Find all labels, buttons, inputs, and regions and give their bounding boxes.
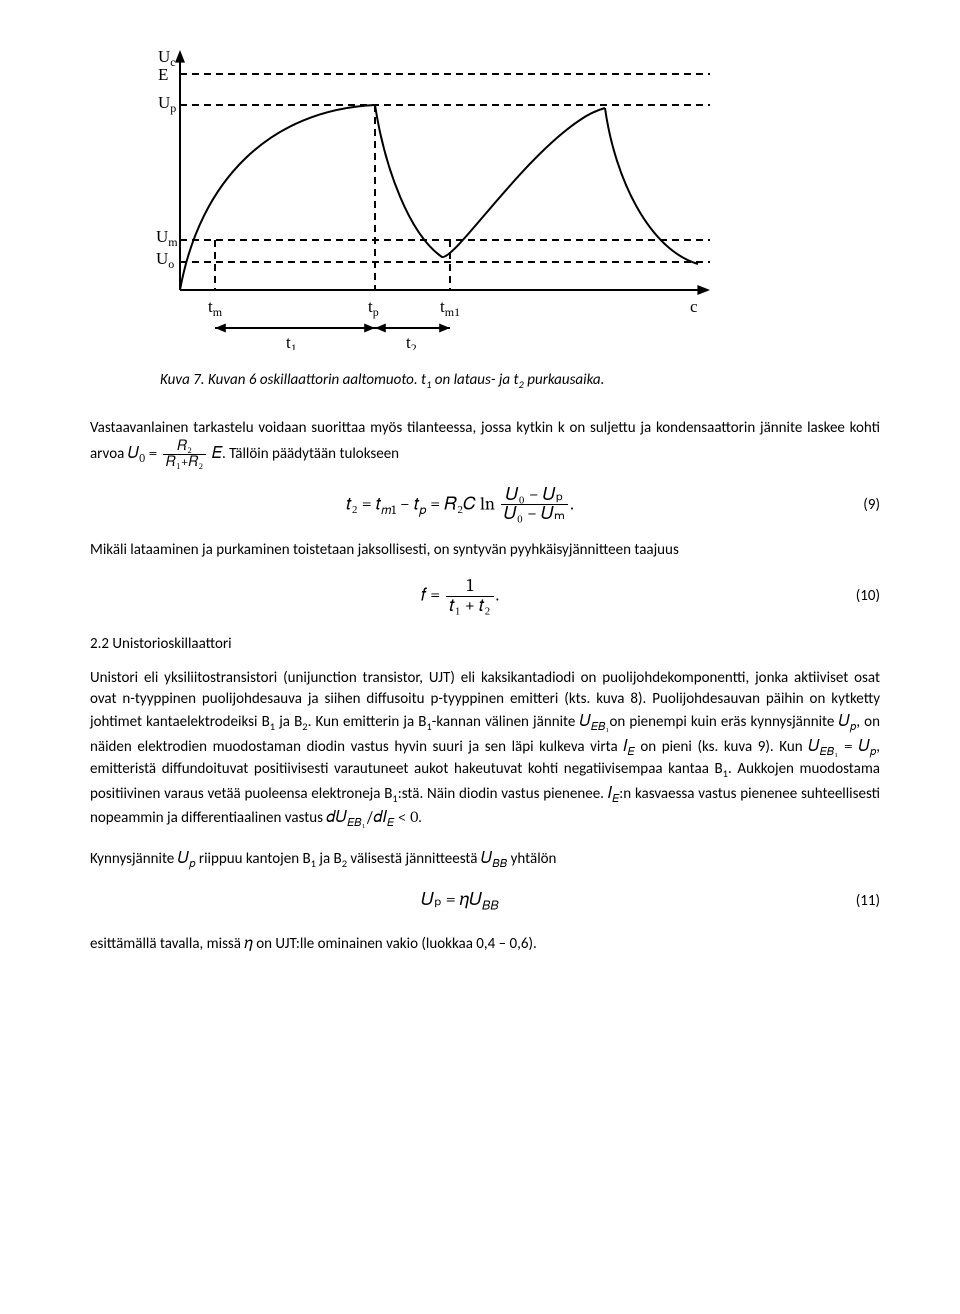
- eq9-body: 𝑡₂ = 𝑡𝑚1 − 𝑡𝑝 = 𝑅₂𝐶 ln 𝑈₀ − 𝑈ₚ𝑈₀ − 𝑈ₘ.: [90, 486, 830, 525]
- p3-UEB: 𝑈𝐸𝐵₁: [579, 712, 609, 730]
- p4-c: ja B: [316, 850, 342, 868]
- p4-b: riippuu kantojen B: [195, 850, 310, 868]
- p3-dU-sym: 𝑑𝑈: [326, 808, 347, 826]
- p4-a: Kynnysjännite: [90, 850, 178, 868]
- p4-d: välisestä jännitteestä: [347, 850, 481, 868]
- p4-Up-sym: 𝑈: [178, 849, 190, 867]
- eq10-lhs: 𝑓 =: [421, 585, 445, 606]
- p4-UBB: 𝑈𝐵𝐵: [481, 849, 507, 867]
- eq10-frac-den: 𝑡₁ + 𝑡₂: [446, 597, 493, 616]
- p3-UEB2-sym: 𝑈: [808, 737, 820, 755]
- eq11-number: (11): [830, 891, 880, 912]
- p3-UEB2-sub: 𝐸𝐵₁: [820, 745, 838, 758]
- svg-text:Up: Up: [158, 93, 176, 115]
- p3-g: on pieni (ks. kuva 9). Kun: [635, 738, 808, 756]
- p3-IE2: 𝐼𝐸: [608, 784, 620, 802]
- p4-e: yhtälön: [507, 850, 556, 868]
- eq10-dot: .: [496, 585, 500, 606]
- p3-b: ja B: [275, 713, 302, 731]
- p1-U0-sym: 𝑈: [128, 444, 140, 462]
- figure-7: UcEUpUmUotmtptm1ct1t2: [90, 50, 880, 350]
- paragraph-5: esittämällä tavalla, missä 𝜂 on UJT:lle …: [90, 932, 880, 955]
- eq10-frac: 1𝑡₁ + 𝑡₂: [446, 577, 493, 616]
- eq11-sub: 𝐵𝐵: [482, 899, 499, 913]
- svg-text:Um: Um: [156, 227, 178, 249]
- eq11-main: 𝑈ₚ = 𝜂𝑈: [421, 889, 482, 910]
- paragraph-4: Kynnysjännite 𝑈𝑝 riippuu kantojen B1 ja …: [90, 847, 880, 872]
- eq10-body: 𝑓 = 1𝑡₁ + 𝑡₂.: [90, 577, 830, 616]
- p3-UEB-sym: 𝑈: [579, 712, 591, 730]
- p1-U0: 𝑈0 = 𝑅₂𝑅₁+𝑅₂ 𝐸: [128, 444, 222, 462]
- figure-7-caption: Kuva 7. Kuvan 6 oskillaattorin aaltomuot…: [160, 370, 880, 392]
- caption-text-c: purkausaika.: [524, 371, 605, 389]
- p3-IE-sub: 𝐸: [628, 745, 635, 758]
- eq9-frac-den: 𝑈₀ − 𝑈ₘ: [501, 505, 568, 524]
- p4-Up: 𝑈𝑝: [178, 849, 196, 867]
- p3-slash: /𝑑𝐼: [366, 808, 388, 826]
- caption-text-a: Kuva 7. Kuvan 6 oskillaattorin aaltomuot…: [160, 371, 426, 389]
- p3-UEB2: 𝑈𝐸𝐵₁ = 𝑈𝑝: [808, 737, 876, 755]
- svg-text:t1: t1: [286, 333, 297, 350]
- p3-lt: < 0.: [394, 808, 421, 826]
- svg-text:tm1: tm1: [440, 297, 460, 319]
- paragraph-1: Vastaavanlainen tarkastelu voidaan suori…: [90, 418, 880, 469]
- p3-d: -kannan välinen jännite: [432, 713, 580, 731]
- p5-b: on UJT:lle ominainen vakio (luokkaa 0,4 …: [253, 935, 537, 953]
- p1-frac: 𝑅₂𝑅₁+𝑅₂: [163, 439, 206, 469]
- p3-e: on pienempi kuin eräs kynnysjännite: [609, 713, 838, 731]
- eq9-dot: .: [570, 493, 574, 514]
- svg-text:Uo: Uo: [156, 249, 174, 271]
- eq10-number: (10): [830, 586, 880, 607]
- p1-eq-space: =: [145, 444, 161, 462]
- p5-eta: 𝜂: [244, 934, 252, 952]
- svg-text:tp: tp: [368, 297, 379, 319]
- section-2-2-heading: 2.2 Unistorioskillaattori: [90, 634, 880, 655]
- equation-11: 𝑈ₚ = 𝜂𝑈𝐵𝐵 (11): [90, 888, 880, 916]
- p3-IE: 𝐼𝐸: [623, 737, 635, 755]
- equation-9: 𝑡₂ = 𝑡𝑚1 − 𝑡𝑝 = 𝑅₂𝐶 ln 𝑈₀ − 𝑈ₚ𝑈₀ − 𝑈ₘ. (…: [90, 486, 880, 525]
- p3-Up: 𝑈𝑝: [839, 712, 857, 730]
- p1-frac-den: 𝑅₁+𝑅₂: [163, 455, 206, 470]
- svg-text:t2: t2: [406, 333, 417, 350]
- p5-a: esittämällä tavalla, missä: [90, 935, 244, 953]
- p3-UEB-sub: 𝐸𝐵₁: [591, 720, 609, 733]
- eq11-body: 𝑈ₚ = 𝜂𝑈𝐵𝐵: [90, 888, 830, 916]
- p3-eq: = 𝑈: [838, 737, 870, 755]
- p3-c: . Kun emitterin ja B: [308, 713, 427, 731]
- figure-7-svg: UcEUpUmUotmtptm1ct1t2: [90, 50, 710, 350]
- eq9-frac: 𝑈₀ − 𝑈ₚ𝑈₀ − 𝑈ₘ: [501, 486, 568, 525]
- equation-10: 𝑓 = 1𝑡₁ + 𝑡₂. (10): [90, 577, 880, 616]
- eq9-rhs1: = 𝑅₂𝐶 ln: [426, 493, 499, 514]
- eq9-lhs: 𝑡₂ = 𝑡: [346, 493, 381, 514]
- svg-text:c: c: [690, 297, 698, 316]
- paragraph-3: Unistori eli yksiliitostransistori (unij…: [90, 668, 880, 830]
- eq9-m1: 𝑚1: [381, 504, 396, 518]
- p3-dU-sub: 𝐸𝐵₁: [347, 816, 365, 829]
- p4-UBB-sym: 𝑈: [481, 849, 493, 867]
- p1-E: 𝐸: [208, 444, 222, 462]
- caption-text-b: on lataus- ja t: [431, 371, 518, 389]
- paragraph-2: Mikäli lataaminen ja purkaminen toisteta…: [90, 540, 880, 561]
- eq9-number: (9): [830, 495, 880, 516]
- svg-text:tm: tm: [208, 297, 223, 319]
- svg-text:E: E: [158, 65, 168, 84]
- p4-UBB-sub: 𝐵𝐵: [492, 857, 507, 870]
- eq10-frac-num: 1: [446, 577, 493, 597]
- eq9-mid: − 𝑡: [396, 493, 419, 514]
- p3-Up-sym: 𝑈: [839, 712, 851, 730]
- p3-dU: 𝑑𝑈𝐸𝐵₁/𝑑𝐼𝐸 < 0.: [326, 808, 421, 826]
- p1-b: . Tällöin päädytään tulokseen: [222, 445, 399, 463]
- p3-j: :stä. Näin diodin vastus pienenee.: [398, 785, 608, 803]
